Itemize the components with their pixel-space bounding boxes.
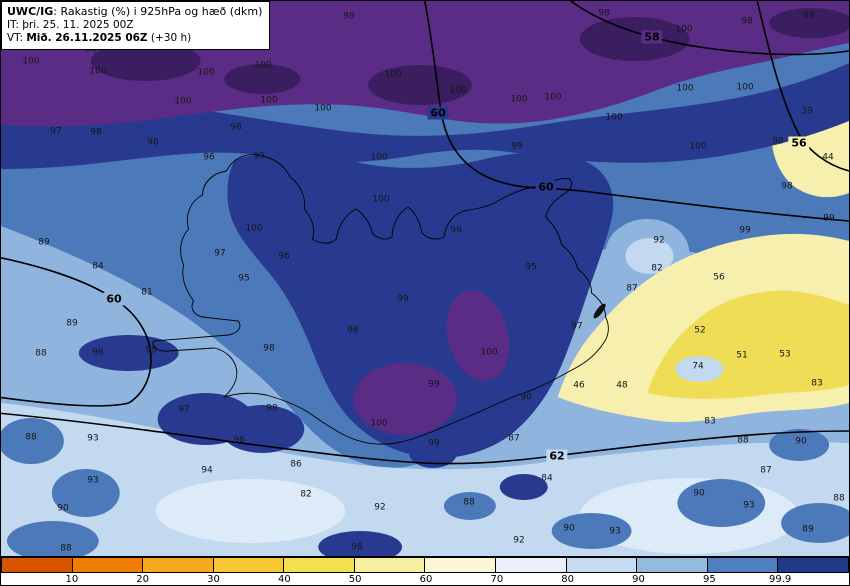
title-box: UWC/IG: Rakastig (%) i 925hPa og hæð (dk… — [1, 1, 271, 50]
fill-patch-navy-s3 — [499, 474, 548, 500]
colorbar-tick: 99.9 — [769, 574, 792, 585]
colorbar-segment-6 — [354, 557, 426, 573]
fill-region-navy-band — [1, 63, 849, 169]
colorbar-segment-12 — [778, 557, 849, 573]
fill-patch-med-4 — [677, 479, 766, 527]
fill-patch-med-8 — [769, 429, 830, 461]
init-time-line: IT: þri. 25. 11. 2025 00Z — [7, 18, 134, 31]
iceland-coastline — [152, 154, 609, 445]
colorbar-tick: 95 — [702, 574, 716, 585]
colorbar-segment-11 — [707, 557, 779, 573]
fill-region-pale-hole-in-yellow — [675, 356, 724, 382]
colorbar-tick: 20 — [136, 574, 150, 585]
fill-region-dark-purple-3 — [368, 65, 472, 105]
fill-region-dark-purple-1 — [90, 41, 201, 81]
fill-patch-med-7 — [443, 492, 496, 520]
colorbar-segment-5 — [284, 557, 355, 573]
fill-patch-med-2 — [51, 469, 120, 517]
height-contour-60-east — [423, 1, 849, 222]
map-area: 9898100989998100100100100100100100100100… — [1, 1, 849, 556]
colorbar-segment-4 — [213, 557, 285, 573]
colorbar-tick: 70 — [490, 574, 504, 585]
height-contour-62 — [1, 412, 849, 465]
fill-patch-med-1 — [1, 418, 64, 464]
fill-region-pale-pocket-east — [625, 238, 674, 274]
colorbar-tick: 50 — [348, 574, 362, 585]
colorbar-tick: 80 — [561, 574, 575, 585]
valid-time-value: Mið. 26.11.2025 06Z — [26, 31, 148, 44]
chart-title: : Rakastig (%) i 925hPa og hæð (dkm) — [53, 5, 263, 18]
chart-title-line: UWC/IG: Rakastig (%) i 925hPa og hæð (dk… — [7, 5, 262, 19]
colorbar-tick: 60 — [419, 574, 433, 585]
fill-region-dark-purple-5 — [769, 8, 849, 38]
lake-lagarfljot — [593, 303, 606, 319]
fill-region-purple-core2 — [446, 290, 510, 382]
colorbar-segment-8 — [496, 557, 567, 573]
colorbar-segment-9 — [566, 557, 638, 573]
fill-patch-navy-w1 — [78, 335, 179, 371]
colorbar-segments — [1, 557, 849, 573]
product-code: UWC/IG — [7, 5, 54, 18]
fill-region-purple-core1 — [353, 363, 457, 435]
fill-patch-navy-w3 — [220, 405, 305, 453]
colorbar-tick: 40 — [277, 574, 291, 585]
colorbar-tick: 10 — [65, 574, 79, 585]
height-contour-60-west — [1, 257, 152, 407]
height-contour-58 — [569, 1, 849, 56]
colorbar: 10 20 30 40 50 60 70 80 90 95 99.9 — [1, 556, 849, 585]
fill-region-dark-purple-4 — [579, 17, 690, 61]
fill-region-navy-central — [227, 152, 614, 459]
fill-patch-med-5 — [551, 513, 632, 549]
fill-patch-navy-s2 — [409, 438, 457, 468]
colorbar-segment-3 — [143, 557, 214, 573]
height-contour-56 — [756, 1, 849, 172]
valid-time-prefix: VT: — [7, 31, 27, 44]
valid-time-line: VT: Mið. 26.11.2025 06Z (+30 h) — [7, 32, 262, 45]
fill-patch-med-3 — [6, 521, 99, 556]
valid-time-suffix: (+30 h) — [147, 31, 192, 44]
fill-region-palest-south1 — [155, 479, 346, 543]
map-svg — [1, 1, 849, 556]
colorbar-segment-7 — [425, 557, 497, 573]
colorbar-segment-1 — [1, 557, 73, 573]
colorbar-segment-10 — [637, 557, 708, 573]
colorbar-tick: 90 — [632, 574, 645, 585]
colorbar-tick: 30 — [207, 574, 220, 585]
fill-region-dark-purple-2 — [224, 64, 301, 94]
colorbar-ticks: 10 20 30 40 50 60 70 80 90 95 99.9 — [1, 573, 849, 585]
colorbar-segment-2 — [72, 557, 144, 573]
fill-patch-navy-s1 — [318, 531, 403, 556]
fill-patch-med-6 — [781, 503, 849, 543]
